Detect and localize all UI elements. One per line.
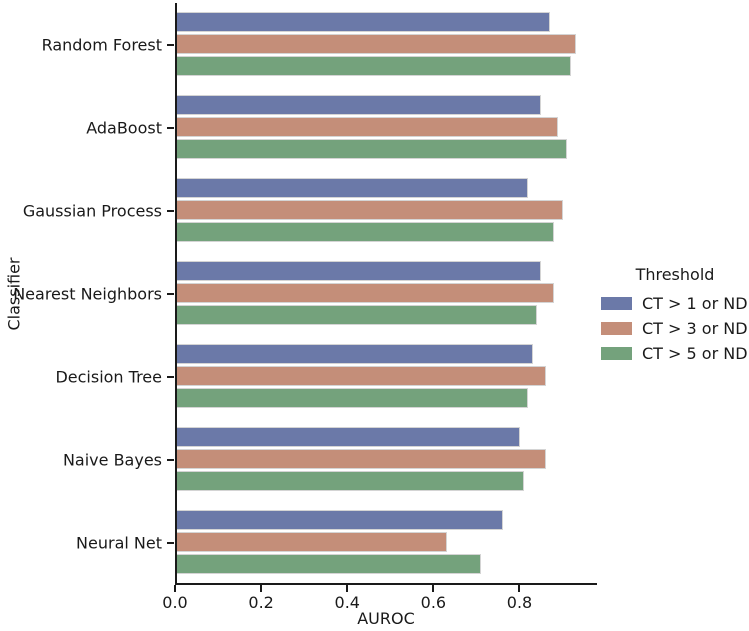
y-tick-label: Naive Bayes bbox=[62, 450, 162, 470]
x-tick bbox=[518, 585, 521, 592]
bar-neural-net-ct-1-or-nd bbox=[177, 509, 503, 530]
x-axis-title: AUROC bbox=[357, 609, 415, 628]
y-tick bbox=[167, 43, 174, 46]
y-tick-label: Gaussian Process bbox=[22, 201, 162, 221]
y-tick-label: Random Forest bbox=[41, 35, 162, 55]
bar-decision-tree-ct-1-or-nd bbox=[177, 343, 533, 364]
bar-group-adaboost bbox=[177, 86, 597, 169]
bar-group-gaussian-process bbox=[177, 169, 597, 252]
y-tick bbox=[167, 126, 174, 129]
legend-entry-ct-1-or-nd: CT > 1 or ND bbox=[601, 291, 749, 316]
bar-nearest-neighbors-ct-3-or-nd bbox=[177, 283, 555, 303]
legend-swatch-ct-5-or-nd bbox=[601, 347, 632, 360]
bar-nearest-neighbors-ct-5-or-nd bbox=[177, 305, 537, 325]
x-tick bbox=[174, 585, 176, 592]
y-tick bbox=[167, 459, 174, 462]
bar-gaussian-process-ct-1-or-nd bbox=[177, 178, 529, 199]
x-tick bbox=[260, 585, 263, 592]
x-tick-label: 0.8 bbox=[506, 593, 533, 612]
plot-area bbox=[175, 3, 597, 585]
y-tick bbox=[167, 542, 174, 545]
bar-decision-tree-ct-3-or-nd bbox=[177, 365, 546, 386]
bar-group-naive-bayes bbox=[177, 417, 597, 500]
y-tick bbox=[167, 293, 174, 295]
bar-decision-tree-ct-5-or-nd bbox=[177, 387, 529, 408]
y-tick bbox=[167, 209, 174, 212]
bar-random-forest-ct-1-or-nd bbox=[177, 12, 550, 33]
x-tick-label: 0.2 bbox=[248, 593, 274, 612]
legend-label: CT > 3 or ND bbox=[642, 319, 748, 338]
bar-group-nearest-neighbors bbox=[177, 252, 597, 335]
bar-random-forest-ct-3-or-nd bbox=[177, 34, 576, 55]
bar-adaboost-ct-3-or-nd bbox=[177, 117, 559, 138]
y-tick-label: Neural Net bbox=[76, 533, 162, 553]
bar-nearest-neighbors-ct-1-or-nd bbox=[177, 261, 542, 281]
legend-label: CT > 1 or ND bbox=[642, 294, 748, 313]
bar-group-decision-tree bbox=[177, 334, 597, 417]
bar-adaboost-ct-1-or-nd bbox=[177, 95, 542, 116]
y-tick-label: AdaBoost bbox=[86, 118, 162, 138]
bar-gaussian-process-ct-3-or-nd bbox=[177, 200, 563, 221]
legend-label: CT > 5 or ND bbox=[642, 344, 748, 363]
bar-random-forest-ct-5-or-nd bbox=[177, 56, 572, 77]
y-tick bbox=[167, 376, 174, 379]
x-tick-label: 0.6 bbox=[420, 593, 447, 612]
bar-naive-bayes-ct-5-or-nd bbox=[177, 470, 525, 491]
legend-swatch-ct-3-or-nd bbox=[601, 322, 632, 335]
legend-title: Threshold bbox=[635, 265, 715, 284]
x-tick bbox=[346, 585, 349, 592]
legend-swatch-ct-1-or-nd bbox=[601, 297, 632, 310]
y-tick-label: Nearest Neighbors bbox=[13, 284, 162, 304]
bar-adaboost-ct-5-or-nd bbox=[177, 139, 567, 160]
bar-neural-net-ct-5-or-nd bbox=[177, 553, 482, 574]
x-tick-label: 0.0 bbox=[162, 593, 188, 612]
legend: Threshold CT > 1 or ND CT > 3 or ND CT > 5… bbox=[601, 265, 749, 366]
bar-gaussian-process-ct-5-or-nd bbox=[177, 222, 555, 243]
bar-neural-net-ct-3-or-nd bbox=[177, 531, 447, 552]
bar-group-random-forest bbox=[177, 3, 597, 86]
bar-naive-bayes-ct-1-or-nd bbox=[177, 426, 520, 447]
legend-entry-ct-5-or-nd: CT > 5 or ND bbox=[601, 341, 749, 366]
x-tick-label: 0.4 bbox=[334, 593, 360, 612]
bar-group-neural-net bbox=[177, 500, 597, 583]
bar-naive-bayes-ct-3-or-nd bbox=[177, 448, 546, 469]
x-tick bbox=[432, 585, 435, 592]
y-tick-label: Decision Tree bbox=[55, 367, 162, 387]
legend-entry-ct-3-or-nd: CT > 3 or ND bbox=[601, 316, 749, 341]
